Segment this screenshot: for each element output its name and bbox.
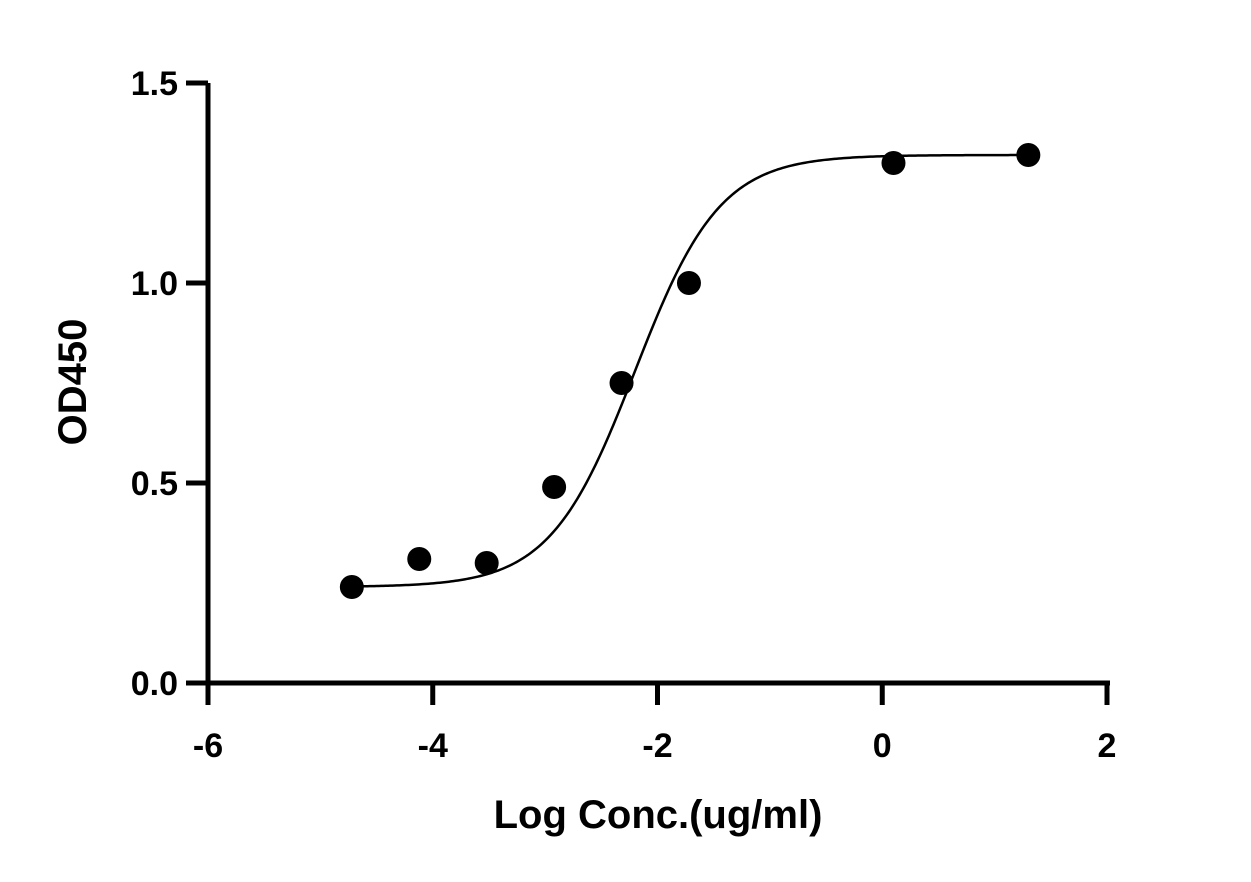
data-point	[542, 475, 567, 499]
y-tick-label: 1.5	[131, 65, 178, 103]
data-point	[676, 271, 701, 295]
data-point	[609, 371, 634, 395]
data-point	[1016, 143, 1041, 167]
data-points	[339, 143, 1041, 599]
y-tick-label: 0.5	[131, 465, 178, 503]
x-tick-label: 2	[1098, 727, 1117, 765]
data-point	[339, 575, 364, 599]
fit-curve	[351, 153, 1029, 588]
x-tick-label: 0	[873, 727, 892, 765]
y-axis: 0.0 0.5 1.0 1.5	[131, 65, 211, 703]
y-tick-label: 0.0	[131, 665, 178, 703]
data-point	[407, 547, 432, 571]
y-tick-label: 1.0	[131, 265, 178, 303]
x-axis-title: Log Conc.(ug/ml)	[494, 793, 823, 837]
x-tick-label: -6	[193, 727, 223, 765]
data-point	[474, 551, 499, 575]
y-axis-title: OD450	[51, 319, 95, 446]
data-point	[881, 151, 906, 175]
x-axis: -6 -4 -2 0 2	[193, 680, 1117, 765]
x-tick-label: -2	[642, 727, 672, 765]
x-tick-label: -4	[418, 727, 448, 765]
fit-curve-group	[351, 153, 1029, 588]
